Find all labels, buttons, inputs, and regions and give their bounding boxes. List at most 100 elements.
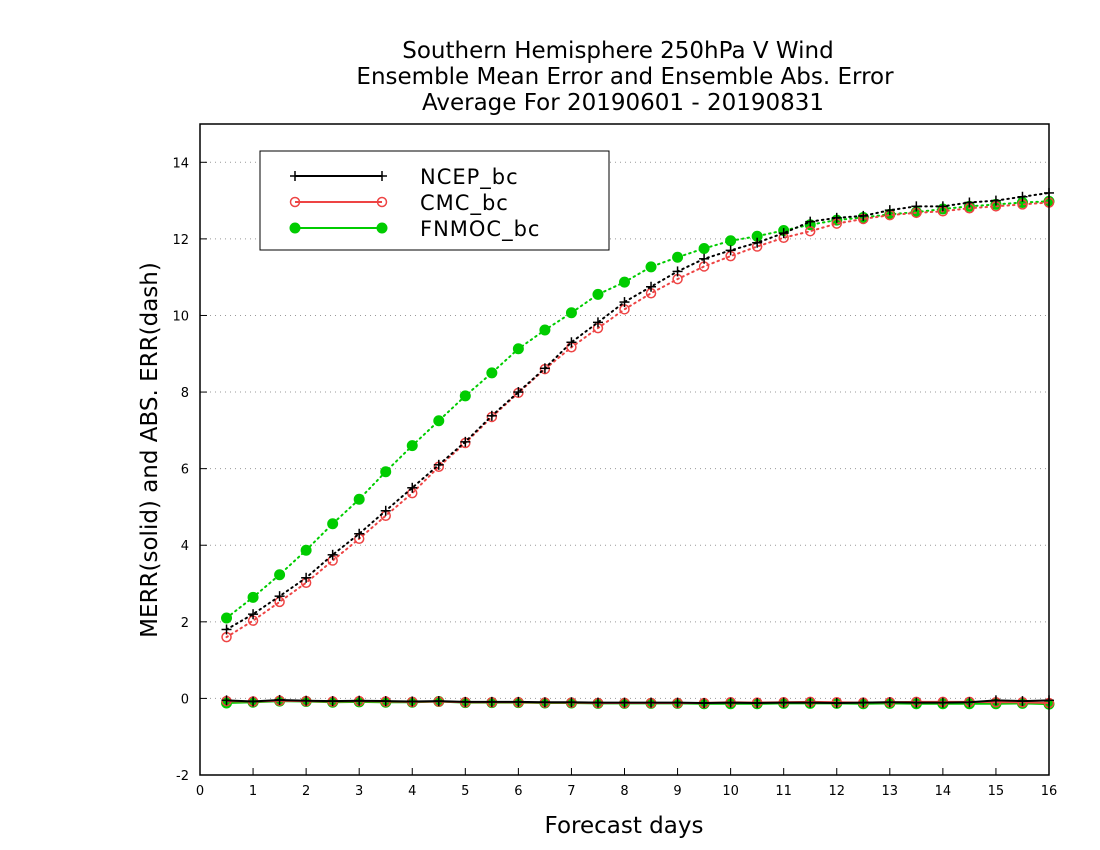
ncep-bc-abs-err-point xyxy=(752,237,763,248)
ncep-bc-abs-err-point xyxy=(884,205,895,216)
fnmoc-bc-abs-err-point xyxy=(592,288,604,300)
y-tick-label: 6 xyxy=(181,463,189,478)
ncep-bc-abs-err-point xyxy=(646,281,657,292)
ncep-bc-merr-point xyxy=(831,698,842,709)
ncep-bc-abs-err-point xyxy=(221,624,232,635)
ncep-bc-abs-err-point xyxy=(460,436,471,447)
ncep-bc-merr-point xyxy=(539,697,550,708)
y-tick-label: 10 xyxy=(172,309,189,324)
ncep-bc-abs-err-point xyxy=(778,228,789,239)
ncep-bc-merr-point xyxy=(884,697,895,708)
ncep-bc-abs-err-point xyxy=(380,505,391,516)
chart-title-line-2: Ensemble Mean Error and Ensemble Abs. Er… xyxy=(356,64,894,90)
ncep-bc-abs-err-point xyxy=(911,201,922,212)
ncep-bc-merr-point xyxy=(858,697,869,708)
fnmoc-bc-abs-err-point xyxy=(274,569,286,581)
ncep-bc-merr-point xyxy=(752,698,763,709)
ncep-bc-abs-err-point xyxy=(248,609,259,620)
ncep-bc-merr-point xyxy=(407,696,418,707)
ncep-bc-abs-err-point xyxy=(619,297,630,308)
fnmoc-bc-abs-err-point xyxy=(406,440,418,452)
x-tick-label: 3 xyxy=(355,784,363,799)
ncep-bc-merr-point xyxy=(301,695,312,706)
y-tick-label: -2 xyxy=(176,769,189,784)
ncep-bc-merr-point xyxy=(433,696,444,707)
legend-marker xyxy=(376,222,388,234)
fnmoc-bc-abs-err-point xyxy=(512,343,524,355)
series-layer xyxy=(221,187,1055,710)
ncep-bc-abs-err-point xyxy=(990,195,1001,206)
y-tick-label: 8 xyxy=(181,386,189,401)
ncep-bc-merr-point xyxy=(805,697,816,708)
x-tick-label: 2 xyxy=(302,784,310,799)
series-fnmoc-bc xyxy=(221,195,1055,710)
ncep-bc-abs-err-point xyxy=(592,317,603,328)
fnmoc-bc-abs-err-point xyxy=(327,518,339,530)
ncep-bc-merr-point xyxy=(380,696,391,707)
ncep-bc-merr-point xyxy=(990,695,1001,706)
legend-item-cmc-bc: CMC_bc xyxy=(289,191,508,216)
ncep-bc-merr-point xyxy=(327,696,338,707)
x-axis: 0 1 2 3 4 5 6 7 8 9 10 11 12 13 14 15 16 xyxy=(196,768,1057,799)
ncep-bc-merr-point xyxy=(646,697,657,708)
x-axis-label: Forecast days xyxy=(545,813,704,839)
y-tick-label: 14 xyxy=(172,156,189,171)
fnmoc-bc-abs-err-point xyxy=(433,415,445,427)
x-tick-label: 15 xyxy=(988,784,1005,799)
y-axis: -2 0 2 4 6 8 10 12 14 xyxy=(172,156,207,784)
ncep-bc-abs-err-point xyxy=(831,212,842,223)
ncep-bc-merr-point xyxy=(699,698,710,709)
legend-marker xyxy=(289,222,301,234)
fnmoc-bc-abs-err-point xyxy=(459,390,471,402)
ncep-bc-merr-point xyxy=(248,696,259,707)
cmc-bc-abs-err-line xyxy=(225,201,1050,639)
ncep-bc-abs-err-point xyxy=(805,216,816,227)
y-tick-label: 0 xyxy=(181,692,189,707)
ncep-bc-merr-point xyxy=(221,695,232,706)
legend-marker xyxy=(377,171,387,181)
ncep-bc-merr-point xyxy=(1017,696,1028,707)
legend-item-ncep-bc: NCEP_bc xyxy=(290,165,518,190)
fnmoc-bc-abs-err-point xyxy=(300,544,312,556)
ncep-bc-abs-err-point xyxy=(274,591,285,602)
ncep-bc-abs-err-point xyxy=(327,549,338,560)
ncep-bc-abs-err-point xyxy=(486,410,497,421)
fnmoc-bc-abs-err-point xyxy=(672,251,684,263)
ncep-bc-abs-err-point xyxy=(407,482,418,493)
fnmoc-bc-abs-err-point xyxy=(619,276,630,288)
x-tick-label: 14 xyxy=(935,784,952,799)
ncep-bc-abs-err-point xyxy=(354,528,365,539)
ncep-bc-merr-point xyxy=(486,696,497,707)
ncep-bc-abs-err-point xyxy=(1017,191,1028,202)
ncep-bc-abs-err-point xyxy=(539,363,550,374)
fnmoc-bc-abs-err-line xyxy=(225,200,1050,619)
gridlines xyxy=(200,161,1049,776)
fnmoc-bc-abs-err-point xyxy=(698,242,710,254)
ncep-bc-merr-point xyxy=(964,697,975,708)
ncep-bc-merr-point xyxy=(672,697,683,708)
x-tick-label: 5 xyxy=(461,784,469,799)
ncep-bc-merr-point xyxy=(911,697,922,708)
fnmoc-bc-abs-err-point xyxy=(486,367,498,379)
legend-marker xyxy=(289,196,301,208)
series-ncep-bc xyxy=(221,187,1054,709)
ncep-bc-abs-err-point xyxy=(672,266,683,277)
ncep-bc-merr-point xyxy=(274,694,285,705)
ncep-bc-abs-err-line xyxy=(225,191,1050,631)
x-tick-label: 12 xyxy=(828,784,845,799)
ncep-bc-merr-point xyxy=(778,697,789,708)
fnmoc-bc-abs-err-point xyxy=(221,612,233,624)
ncep-bc-merr-point xyxy=(566,697,577,708)
x-tick-label: 13 xyxy=(882,784,899,799)
fnmoc-bc-abs-err-point xyxy=(247,591,259,603)
ncep-bc-abs-err-point xyxy=(566,337,577,348)
x-tick-label: 16 xyxy=(1041,784,1058,799)
cmc-bc-abs-err-point xyxy=(804,225,816,237)
x-tick-label: 4 xyxy=(408,784,416,799)
ncep-bc-abs-err-point xyxy=(433,459,444,470)
x-tick-label: 7 xyxy=(567,784,575,799)
legend-item-fnmoc-bc: FNMOC_bc xyxy=(289,217,539,242)
x-tick-label: 0 xyxy=(196,784,204,799)
fnmoc-bc-abs-err-point xyxy=(645,261,657,273)
